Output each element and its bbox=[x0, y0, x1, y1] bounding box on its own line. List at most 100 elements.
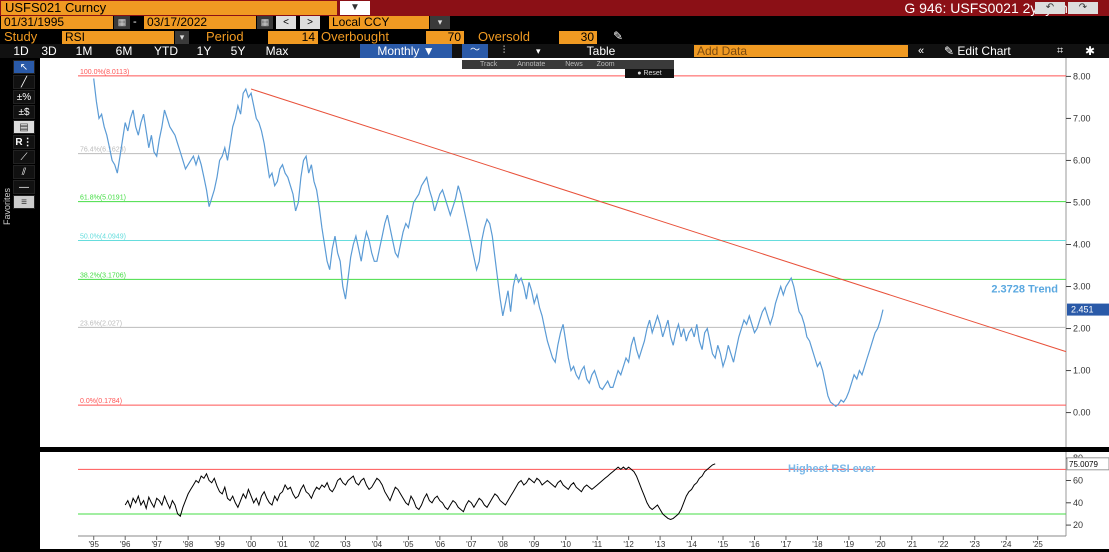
news-tool[interactable]: News bbox=[565, 61, 583, 68]
rsi-last-value-label: 75.0079 bbox=[1069, 460, 1098, 469]
trend-line bbox=[250, 88, 1067, 353]
chart-panel[interactable]: 0.00 1.00 2.00 3.00 4.00 5.00 6.00 7.00 8.00 100.… bbox=[40, 58, 1109, 549]
y-tick-label: 0.00 bbox=[1073, 408, 1091, 418]
range-button-max[interactable]: Max bbox=[265, 44, 289, 58]
x-tick-label: '14 bbox=[686, 540, 697, 549]
date-separator: - bbox=[133, 16, 137, 28]
chart-type-dropdown-icon[interactable]: ▾ bbox=[536, 46, 541, 56]
line-chart-icon[interactable]: 〜 bbox=[462, 44, 488, 58]
redo-icon[interactable]: ↷ bbox=[1068, 2, 1098, 14]
range-button-3d[interactable]: 3D bbox=[41, 44, 57, 58]
period-field[interactable]: 14 bbox=[268, 31, 318, 44]
reset-icon: ● bbox=[637, 70, 642, 77]
x-tick-label: '07 bbox=[466, 540, 477, 549]
fib-level-label: 50.0%(4.0949) bbox=[80, 234, 126, 241]
range-button-1m[interactable]: 1M bbox=[75, 44, 93, 58]
add-data-input[interactable]: Add Data bbox=[694, 45, 908, 57]
favorites-label: Favorites bbox=[2, 188, 12, 226]
panel-divider[interactable] bbox=[40, 447, 1109, 452]
candlestick-icon[interactable]: ⫶ bbox=[502, 45, 506, 56]
study-dropdown-icon[interactable]: ▾ bbox=[175, 31, 189, 44]
ticker-dropdown-icon[interactable]: ▼ bbox=[340, 1, 370, 15]
chart-svg: 0.00 1.00 2.00 3.00 4.00 5.00 6.00 7.00 8.00 100.… bbox=[40, 58, 1109, 549]
dollar-tool-icon[interactable]: ±$ bbox=[13, 105, 35, 119]
x-tick-label: '00 bbox=[246, 540, 257, 549]
oversold-field[interactable]: 30 bbox=[559, 31, 597, 44]
x-tick-label: '95 bbox=[89, 540, 100, 549]
x-tick-label: '10 bbox=[560, 540, 571, 549]
x-tick-label: '17 bbox=[781, 540, 792, 549]
rsi-tick-label: 20 bbox=[1073, 520, 1083, 530]
oversold-label: Oversold bbox=[478, 29, 531, 44]
range-button-ytd[interactable]: YTD bbox=[154, 44, 178, 58]
price-panel: 0.00 1.00 2.00 3.00 4.00 5.00 6.00 7.00 8.00 100.… bbox=[78, 58, 1109, 447]
zoom-tool[interactable]: Zoom bbox=[596, 61, 615, 68]
annotate-tool[interactable]: Annotate bbox=[517, 61, 546, 68]
edit-chart-label: Edit Chart bbox=[957, 44, 1011, 58]
undo-icon[interactable]: ↶ bbox=[1035, 2, 1065, 14]
trendline-tool-icon[interactable]: ⟋ bbox=[13, 150, 35, 164]
ticker-field[interactable]: USFS021 Curncy bbox=[1, 1, 337, 15]
x-tick-label: '09 bbox=[529, 540, 540, 549]
reset-label: Reset bbox=[643, 70, 662, 77]
rsi-annotation: Highest RSI ever bbox=[788, 463, 876, 475]
x-tick-label: '12 bbox=[623, 540, 634, 549]
track-tool[interactable]: Track bbox=[480, 61, 498, 68]
price-series-line bbox=[93, 78, 884, 408]
y-tick-label: 4.00 bbox=[1073, 239, 1091, 249]
range-button-1d[interactable]: 1D bbox=[13, 44, 29, 58]
fib-level-label: 38.2%(3.1706) bbox=[80, 272, 126, 279]
line-tool-icon[interactable]: ╱ bbox=[13, 75, 35, 89]
x-tick-label: '22 bbox=[938, 540, 949, 549]
x-tick-label: '11 bbox=[592, 540, 602, 549]
fib-level-label: 0.0%(0.1784) bbox=[80, 398, 122, 405]
frequency-label: Monthly bbox=[377, 44, 420, 58]
collapse-icon[interactable]: « bbox=[918, 45, 925, 57]
calendar-icon[interactable]: ▦ bbox=[114, 16, 130, 29]
x-axis: '95 '96 '97 '98 '99 '00 '01 '02 '03 '04 '05 '06 '07 '… bbox=[78, 535, 1066, 549]
prev-period-button[interactable]: < bbox=[276, 16, 296, 29]
fib-level-label: 23.6%(2.027) bbox=[80, 320, 122, 327]
fib-level-label: 61.8%(5.0191) bbox=[80, 195, 126, 202]
x-tick-label: '01 bbox=[277, 540, 288, 549]
table-button[interactable]: Table bbox=[586, 44, 616, 58]
hline-tool-icon[interactable]: — bbox=[13, 180, 35, 194]
band-tool-icon[interactable]: ≡ bbox=[13, 195, 35, 209]
chart-options-icon[interactable]: ⌗ bbox=[1057, 45, 1064, 57]
calendar-icon[interactable]: ▦ bbox=[257, 16, 273, 29]
overbought-field[interactable]: 70 bbox=[426, 31, 464, 44]
y-tick-label: 8.00 bbox=[1073, 71, 1091, 81]
x-tick-label: '24 bbox=[1001, 540, 1012, 549]
end-date-field[interactable]: 03/17/2022 bbox=[144, 16, 256, 29]
start-date-field[interactable]: 01/31/1995 bbox=[1, 16, 113, 29]
x-tick-label: '96 bbox=[120, 540, 131, 549]
frequency-dropdown[interactable]: Monthly ▼ bbox=[360, 44, 452, 58]
settings-gear-icon[interactable]: ✱ bbox=[1085, 44, 1096, 58]
reset-button[interactable]: ● Reset bbox=[625, 69, 674, 78]
overbought-label: Overbought bbox=[321, 29, 389, 44]
edit-chart-button[interactable]: ✎ Edit Chart bbox=[944, 44, 1011, 58]
fib-tool-icon[interactable]: ▤ bbox=[13, 120, 35, 134]
pen-icon[interactable]: ✎ bbox=[613, 29, 624, 43]
last-value-label: 2.451 bbox=[1071, 305, 1094, 315]
x-tick-label: '18 bbox=[812, 540, 823, 549]
period-label: Period bbox=[206, 29, 244, 44]
text-tool-icon[interactable]: R⋮ bbox=[13, 135, 35, 149]
edit-pen-icon: ✎ bbox=[944, 44, 955, 58]
range-button-6m[interactable]: 6M bbox=[115, 44, 133, 58]
currency-field[interactable]: Local CCY bbox=[329, 16, 429, 29]
currency-dropdown-icon[interactable]: ▾ bbox=[430, 16, 450, 29]
channel-tool-icon[interactable]: ⫽ bbox=[13, 165, 35, 179]
x-tick-label: '97 bbox=[151, 540, 162, 549]
y-tick-label: 1.00 bbox=[1073, 366, 1091, 376]
x-tick-label: '16 bbox=[749, 540, 760, 549]
study-field[interactable]: RSI bbox=[62, 31, 174, 44]
range-button-1y[interactable]: 1Y bbox=[196, 44, 212, 58]
x-tick-label: '25 bbox=[1032, 540, 1043, 549]
percent-tool-icon[interactable]: ±% bbox=[13, 90, 35, 104]
y-tick-label: 7.00 bbox=[1073, 113, 1091, 123]
pointer-icon[interactable]: ↖ bbox=[13, 60, 35, 74]
next-period-button[interactable]: > bbox=[300, 16, 320, 29]
range-button-5y[interactable]: 5Y bbox=[230, 44, 246, 58]
x-tick-label: '13 bbox=[655, 540, 666, 549]
